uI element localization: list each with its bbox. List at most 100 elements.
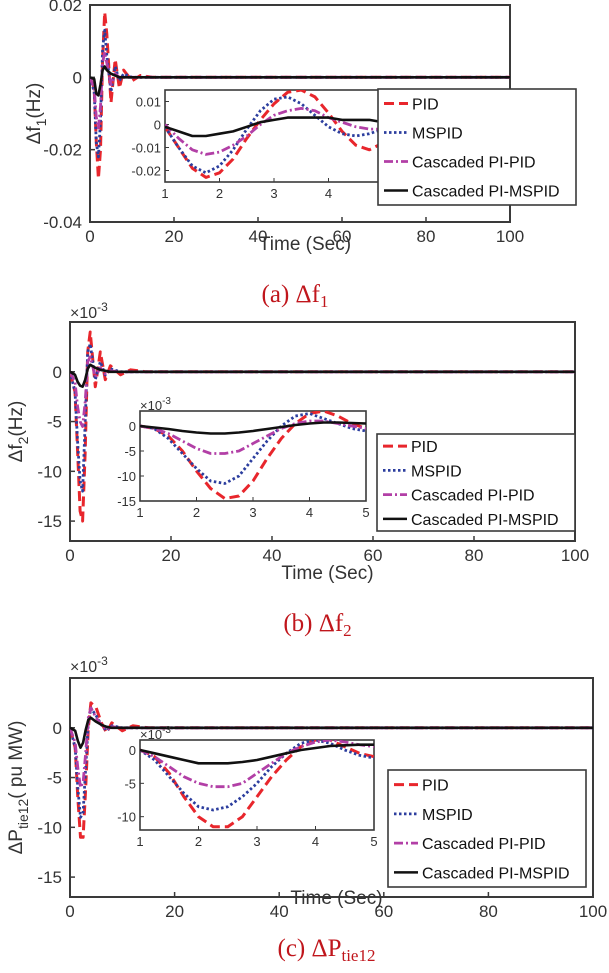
series-line-cascaded-pi-pid xyxy=(70,355,575,428)
x-tick-label: 40 xyxy=(270,902,289,921)
inset-y-tick-label: -5 xyxy=(124,776,136,791)
chart-panel-1: 0204060801000.020-0.02-0.04123450.010-0.… xyxy=(24,0,577,311)
x-tick-label: 80 xyxy=(417,227,436,246)
panel-caption: (b) Δf2 xyxy=(283,610,351,640)
inset-x-tick-label: 5 xyxy=(362,505,369,520)
inset-series-group xyxy=(140,411,366,500)
inset-exponent-power: -3 xyxy=(162,396,171,407)
legend-entry: Cascaded PI-PID xyxy=(422,836,546,853)
x-tick-label: 80 xyxy=(479,902,498,921)
legend-entry: Cascaded PI-MSPID xyxy=(412,184,560,201)
x-tick-label: 20 xyxy=(162,546,181,565)
legend-entry: Cascaded PI-PID xyxy=(411,488,535,505)
x-tick-label: 40 xyxy=(263,546,282,565)
x-tick-label: 60 xyxy=(364,546,383,565)
series-line-mspid xyxy=(90,28,510,159)
y-tick-label: -5 xyxy=(47,413,62,432)
legend-entry: PID xyxy=(422,778,449,795)
axis-exponent-power: -3 xyxy=(97,300,108,314)
inset-y-tick-label: -0.01 xyxy=(131,141,161,156)
series-line-cascaded-pi-mspid xyxy=(70,716,593,750)
inset-series-line-pid xyxy=(140,740,374,829)
legend-entry: MSPID xyxy=(411,463,462,480)
inset-axes: 1 2 3 4 50-5-10-15×10-3 xyxy=(117,396,369,520)
inset-x-tick-label: 2 xyxy=(193,505,200,520)
inset-x-tick-label: 4 xyxy=(306,505,313,520)
inset-series-line-pid xyxy=(165,90,383,179)
y-axis-label: ΔPtie12( pu MW) xyxy=(6,721,31,855)
legend-box xyxy=(387,769,587,888)
inset-y-tick-label: 0.01 xyxy=(136,95,161,110)
inset-x-tick-label: 2 xyxy=(195,834,202,849)
x-tick-label: 60 xyxy=(333,227,352,246)
inset-x-tick-label: 3 xyxy=(253,834,260,849)
inset-series-line-cascaded-pi-mspid xyxy=(165,116,383,138)
series-line-cascaded-pi-pid xyxy=(70,706,593,789)
legend-entry: Cascaded PI-PID xyxy=(412,155,536,172)
legend: PID MSPID Cascaded PI-PID Cascaded PI-MSPID xyxy=(387,769,587,888)
inset-series-line-mspid xyxy=(140,412,366,485)
y-tick-label: 0 xyxy=(73,68,82,87)
x-axis-label: Time (Sec) xyxy=(290,888,382,909)
inset-y-tick-label: -10 xyxy=(117,810,136,825)
legend-entry: PID xyxy=(412,97,439,114)
legend-box xyxy=(376,433,576,532)
legend-entry: MSPID xyxy=(412,126,463,143)
y-tick-label: -0.04 xyxy=(43,213,82,232)
inset-y-tick-label: -10 xyxy=(117,469,136,484)
y-tick-label: -5 xyxy=(47,769,62,788)
x-tick-label: 0 xyxy=(65,546,74,565)
inset-x-tick-label: 5 xyxy=(370,834,377,849)
inset-y-tick-label: -15 xyxy=(117,494,136,509)
x-tick-label: 100 xyxy=(579,902,607,921)
inset-series-line-cascaded-pi-mspid xyxy=(140,421,366,435)
y-tick-label: -15 xyxy=(37,868,62,887)
panel-caption: (a) Δf1 xyxy=(262,281,329,311)
inset-frame xyxy=(139,410,367,502)
inset-exponent-power: -3 xyxy=(162,725,171,736)
inset-series-line-pid xyxy=(140,411,366,500)
legend: PID MSPID Cascaded PI-PID Cascaded PI-MSPID xyxy=(376,433,576,532)
inset-y-tick-label: -0.02 xyxy=(131,164,161,179)
x-tick-label: 0 xyxy=(85,227,94,246)
x-tick-label: 20 xyxy=(165,227,184,246)
y-tick-label: 0 xyxy=(53,719,62,738)
inset-x-tick-label: 4 xyxy=(312,834,319,849)
inset-series-group xyxy=(165,90,383,179)
inset-y-tick-label: -5 xyxy=(124,444,136,459)
legend: PID MSPID Cascaded PI-PID Cascaded PI-MSPID xyxy=(377,88,577,206)
y-tick-label: -10 xyxy=(37,462,62,481)
x-axis-label: Time (Sec) xyxy=(259,234,351,255)
axis-exponent: ×10-3 xyxy=(70,300,108,322)
x-tick-label: 60 xyxy=(374,902,393,921)
axis-exponent-power: -3 xyxy=(97,654,108,668)
series-line-cascaded-pi-pid xyxy=(90,50,510,130)
inset-x-tick-label: 1 xyxy=(161,186,168,201)
inset-y-tick-label: 0 xyxy=(129,743,136,758)
series-line-cascaded-pi-mspid xyxy=(90,65,510,97)
x-tick-label: 100 xyxy=(496,227,524,246)
x-tick-label: 40 xyxy=(249,227,268,246)
x-tick-label: 100 xyxy=(561,546,589,565)
legend-entry: Cascaded PI-MSPID xyxy=(422,865,570,882)
inset-x-tick-label: 2 xyxy=(216,186,223,201)
inset-x-tick-label: 1 xyxy=(136,834,143,849)
inset-series-group xyxy=(140,740,374,829)
inset-axes: 1 2 3 4 50-5-10×10-3 xyxy=(117,725,377,849)
x-tick-label: 20 xyxy=(165,902,184,921)
legend-entry: Cascaded PI-MSPID xyxy=(411,512,559,529)
inset-series-line-cascaded-pi-mspid xyxy=(140,743,374,765)
inset-series-line-cascaded-pi-pid xyxy=(140,740,374,789)
x-axis-label: Time (Sec) xyxy=(281,563,373,584)
x-tick-label: 0 xyxy=(65,902,74,921)
inset-series-line-cascaded-pi-pid xyxy=(165,107,383,156)
legend-entry: PID xyxy=(411,439,438,456)
axis-exponent: ×10-3 xyxy=(70,654,108,676)
y-axis-label: Δf1(Hz) xyxy=(24,83,49,145)
inset-x-tick-label: 3 xyxy=(270,186,277,201)
inset-frame xyxy=(139,739,375,831)
x-tick-label: 80 xyxy=(465,546,484,565)
series-group xyxy=(70,701,593,839)
